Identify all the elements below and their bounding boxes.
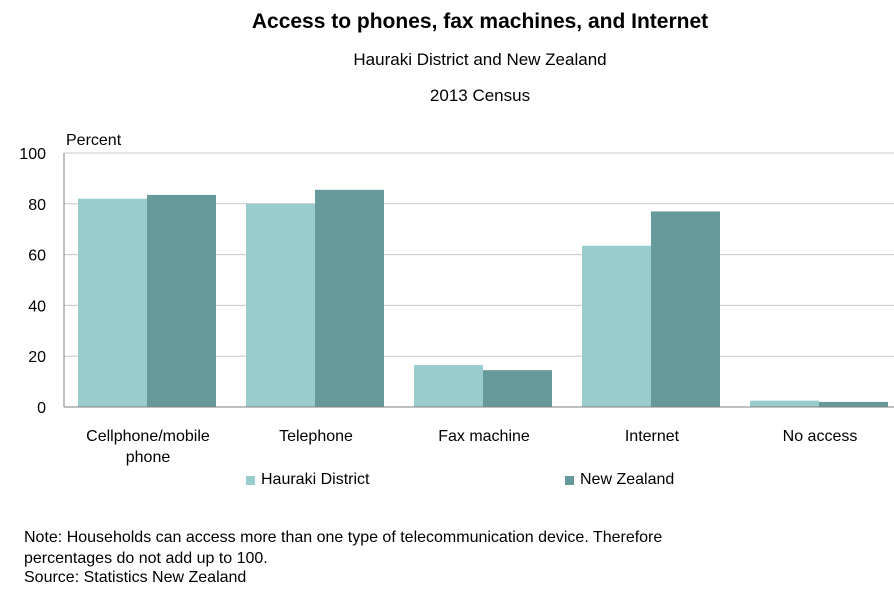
bar-hauraki-1 [246,203,315,407]
x-tick-label-0-line-1: phone [126,449,171,466]
x-tick-label-0-line-0: Cellphone/mobile [86,428,210,445]
bar-hauraki-0 [78,198,147,407]
legend-item-hauraki: Hauraki District [246,471,369,489]
x-tick-label-1: Telephone [279,428,353,445]
y-tick-label-0: 0 [37,400,46,417]
bar-new-zealand-2 [483,370,552,407]
bar-new-zealand-1 [315,189,384,407]
y-tick-label-60: 60 [28,248,46,265]
bar-hauraki-4 [750,400,819,407]
y-axis-label: Percent [66,132,122,149]
y-tick-label-80: 80 [28,197,46,214]
bar-new-zealand-4 [819,401,888,407]
bar-new-zealand-0 [147,194,216,407]
note-line-2: percentages do not add up to 100. [24,550,268,567]
x-tick-label-3: Internet [625,428,680,445]
y-tick-label-40: 40 [28,298,46,315]
x-tick-label-2: Fax machine [438,428,530,445]
legend-label-new-zealand: New Zealand [580,471,675,488]
bar-hauraki-3 [582,245,651,407]
legend-item-new-zealand: New Zealand [565,471,674,489]
chart-subtitle-region: Hauraki District and New Zealand [353,50,607,69]
legend-swatch-new-zealand [565,475,574,485]
x-tick-label-4: No access [783,428,858,445]
note-line-1: Note: Households can access more than on… [24,529,663,546]
bar-new-zealand-3 [651,211,720,407]
y-tick-label-20: 20 [28,349,46,366]
chart-subtitle-census: 2013 Census [429,86,531,105]
bar-chart: 0 20 40 60 80 100 Cellphone/mobile phone Telepho… [19,146,894,466]
note-text: Note: Households can access more than on… [24,527,894,569]
legend-label-hauraki: Hauraki District [261,471,370,488]
source-text: Source: Statistics New Zealand [24,569,247,586]
legend-swatch-hauraki [246,475,255,485]
chart-title: Access to phones, fax machines, and Inte… [251,10,709,33]
bar-hauraki-2 [414,365,483,407]
y-tick-label-100: 100 [19,146,46,163]
